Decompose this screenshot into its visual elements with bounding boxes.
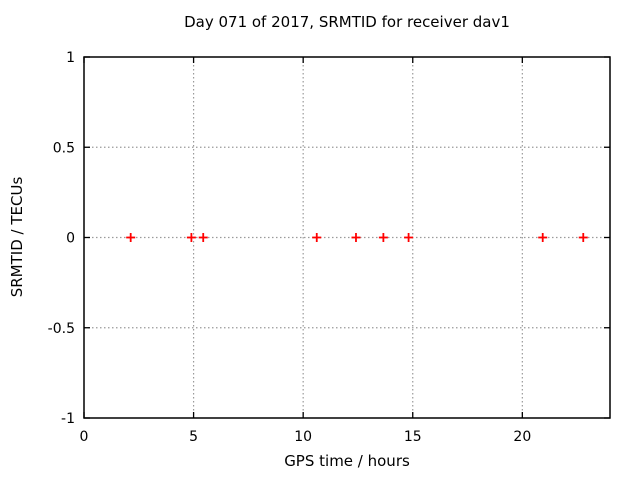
y-tick-label: -0.5 xyxy=(48,321,75,337)
y-tick-label: 0 xyxy=(66,231,75,247)
plot-border xyxy=(83,56,611,419)
x-tick-label: 5 xyxy=(189,429,198,445)
y-tick-label: 1 xyxy=(66,50,75,66)
x-axis-label: GPS time / hours xyxy=(284,452,410,470)
x-tick-label: 15 xyxy=(404,429,422,445)
y-tick-label: -1 xyxy=(61,411,75,427)
x-tick-label: 0 xyxy=(80,429,89,445)
x-tick-label: 20 xyxy=(513,429,531,445)
chart-title: Day 071 of 2017, SRMTID for receiver dav… xyxy=(184,13,510,31)
x-tick-label: 10 xyxy=(294,429,312,445)
y-tick-label: 0.5 xyxy=(53,140,75,156)
